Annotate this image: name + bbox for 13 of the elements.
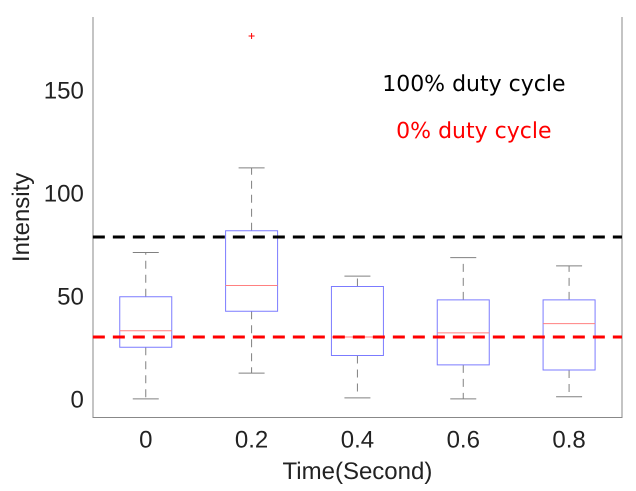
x-tick-label: 0.4 xyxy=(340,426,374,454)
x-tick-label: 0.6 xyxy=(446,426,480,454)
x-tick-label: 0.8 xyxy=(552,426,586,454)
ref-line-label: 100% duty cycle xyxy=(382,72,566,98)
x-axis-title: Time(Second) xyxy=(282,458,432,486)
x-tick-label: 0.2 xyxy=(234,426,268,454)
x-tick-label: 0 xyxy=(139,426,152,454)
y-tick-label: 150 xyxy=(44,77,84,104)
y-tick-label: 0 xyxy=(70,386,84,414)
y-axis-title: Intensity xyxy=(8,172,36,262)
y-tick-label: 100 xyxy=(44,180,84,208)
y-tick-label: 50 xyxy=(57,283,84,310)
ref-line-label: 0% duty cycle xyxy=(396,119,552,144)
